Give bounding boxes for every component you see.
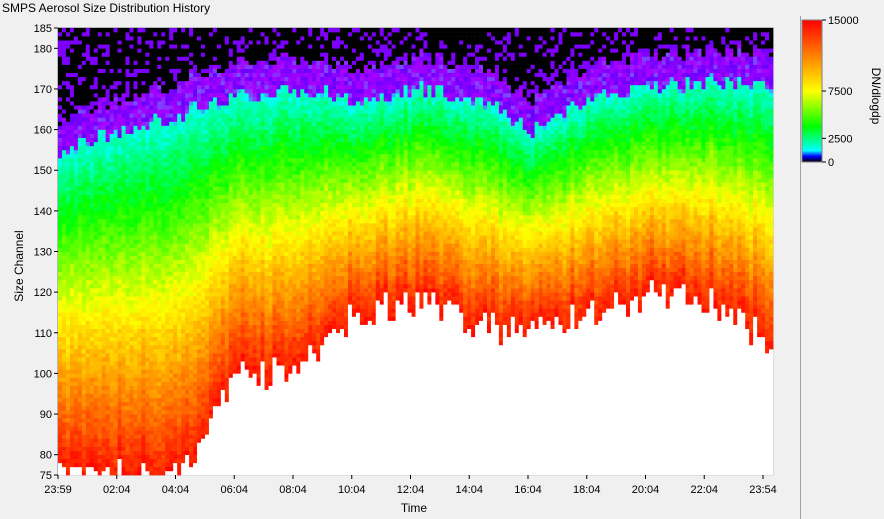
colorbar-tick-label: 7500 (828, 86, 852, 98)
y-tick-label: 180 (34, 43, 52, 55)
x-tick-label: 20:04 (632, 484, 660, 496)
colorbar-label: DN/dlogdp (869, 68, 883, 125)
x-tick-label: 08:04 (279, 484, 307, 496)
y-tick-label: 90 (40, 409, 52, 421)
y-tick-label: 140 (34, 206, 52, 218)
window-title: SMPS Aerosol Size Distribution History (2, 1, 211, 15)
y-axis: 75 80 90 100 110 120 130 140 150 160 170 180 185 (34, 23, 58, 482)
y-axis-label: Size Channel (12, 230, 26, 301)
y-tick-label: 130 (34, 247, 52, 259)
x-axis: 23:59 02:04 04:04 06:04 08:04 10:04 12:04 14:04… (44, 475, 777, 496)
y-tick-label: 110 (34, 328, 52, 340)
y-tick-label: 80 (40, 450, 52, 462)
y-tick-label: 100 (34, 368, 52, 380)
x-tick-label: 18:04 (573, 484, 601, 496)
x-tick-label: 10:04 (338, 484, 366, 496)
y-tick-label: 120 (34, 287, 52, 299)
x-tick-label: 23:59 (44, 484, 72, 496)
colorbar-ticks: 15000 7500 2500 0 (822, 16, 859, 169)
colorbar-tick-label: 0 (828, 157, 834, 169)
colorbar-tick-label: 15000 (828, 16, 859, 27)
x-tick-label: 22:04 (690, 484, 718, 496)
x-tick-label: 14:04 (455, 484, 483, 496)
x-tick-label: 04:04 (162, 484, 190, 496)
colorbar: 15000 7500 2500 0 DN/dlogdp (801, 16, 883, 169)
y-tick-label: 185 (34, 23, 52, 35)
y-tick-label: 170 (34, 84, 52, 96)
x-tick-label: 16:04 (514, 484, 542, 496)
heatmap-cells (58, 28, 774, 476)
x-axis-label: Time (401, 501, 428, 515)
y-tick-label: 160 (34, 125, 52, 137)
heatmap-chart: 75 80 90 100 110 120 130 140 150 160 170 180 185 23:… (12, 23, 777, 515)
x-tick-label: 12:04 (397, 484, 425, 496)
y-tick-label: 75 (40, 470, 52, 482)
colorbar-tick-label: 2500 (828, 133, 852, 145)
colorbar-gradient (801, 19, 823, 163)
x-tick-label: 23:54 (749, 484, 777, 496)
y-tick-label: 150 (34, 165, 52, 177)
chart-panel: 75 80 90 100 110 120 130 140 150 160 170 180 185 23:… (0, 16, 801, 519)
x-tick-label: 06:04 (220, 484, 248, 496)
x-tick-label: 02:04 (103, 484, 131, 496)
